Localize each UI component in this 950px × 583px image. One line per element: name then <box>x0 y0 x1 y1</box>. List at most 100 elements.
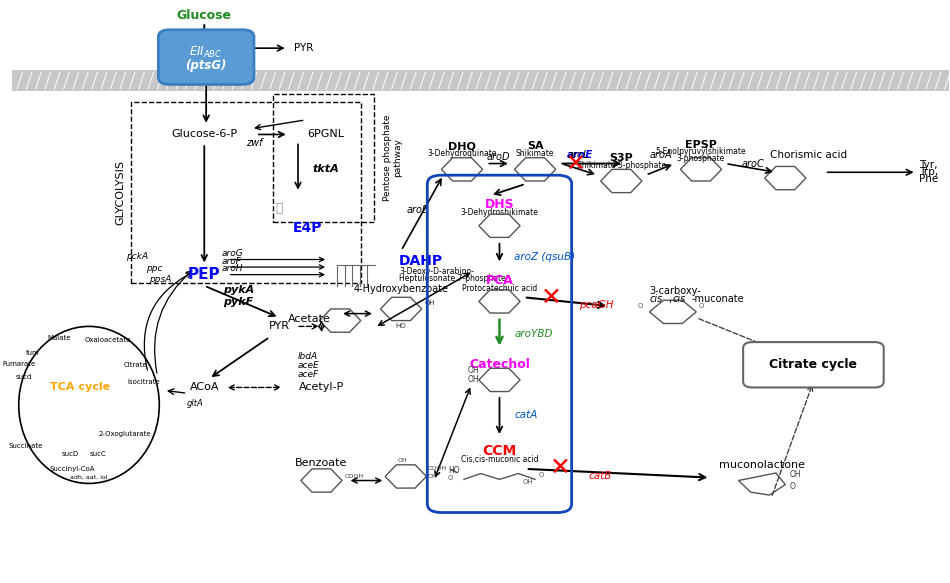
Text: 3-Deoxy-D-arabino-: 3-Deoxy-D-arabino- <box>399 267 474 276</box>
Text: DHS: DHS <box>484 198 514 212</box>
Text: cis: cis <box>673 294 686 304</box>
FancyBboxPatch shape <box>12 71 949 91</box>
Text: lbdA: lbdA <box>298 353 318 361</box>
Text: OH: OH <box>428 474 437 479</box>
Text: aroC: aroC <box>741 159 764 169</box>
Text: aroB: aroB <box>406 205 428 215</box>
Text: Succinyl-CoA: Succinyl-CoA <box>49 466 95 472</box>
Text: aroZ (qsuB): aroZ (qsuB) <box>515 252 576 262</box>
Text: -muconate: -muconate <box>692 294 744 304</box>
Text: O: O <box>448 475 453 480</box>
Text: Citrate cycle: Citrate cycle <box>770 359 858 371</box>
Text: Oxaloacetate: Oxaloacetate <box>85 337 131 343</box>
Text: O: O <box>637 303 643 309</box>
Text: Pentose phosphate
pathway: Pentose phosphate pathway <box>383 114 403 201</box>
Text: pckA: pckA <box>126 252 148 261</box>
Text: aroD: aroD <box>486 152 510 161</box>
Text: DAHP: DAHP <box>399 254 444 268</box>
Text: ACoA: ACoA <box>190 382 219 392</box>
Text: O: O <box>539 472 544 477</box>
Text: Succinate: Succinate <box>9 442 43 449</box>
Text: ✕: ✕ <box>550 456 571 480</box>
Ellipse shape <box>19 326 160 483</box>
Text: Citrate: Citrate <box>124 363 147 368</box>
Text: OH: OH <box>397 458 407 463</box>
Text: SA: SA <box>527 141 543 151</box>
Text: CCM: CCM <box>483 444 517 458</box>
Text: (ptsG): (ptsG) <box>185 59 227 72</box>
Text: OH: OH <box>425 300 435 306</box>
Text: Chorismic acid: Chorismic acid <box>770 150 847 160</box>
Text: pcaGH: pcaGH <box>580 300 614 310</box>
Text: OH: OH <box>522 479 533 484</box>
Text: Trp,: Trp, <box>920 167 939 177</box>
Text: gltA: gltA <box>186 399 203 408</box>
Text: OH: OH <box>467 366 479 374</box>
Text: O: O <box>698 303 704 309</box>
Text: Fumarate: Fumarate <box>2 361 35 367</box>
Text: aroE: aroE <box>567 150 593 160</box>
Text: Acetyl-P: Acetyl-P <box>299 382 344 392</box>
Text: 6PGNL: 6PGNL <box>308 129 344 139</box>
Text: Protocatechuic acid: Protocatechuic acid <box>462 284 537 293</box>
Text: zwf: zwf <box>246 138 262 147</box>
Text: Shikimate: Shikimate <box>516 149 555 158</box>
Text: adh, aat, iol: adh, aat, iol <box>70 475 107 480</box>
Text: TCA cycle: TCA cycle <box>49 382 109 392</box>
Text: E4P: E4P <box>293 220 322 234</box>
Text: Glucose-6-P: Glucose-6-P <box>171 129 238 139</box>
Text: Heptulosonate 7-phosphate: Heptulosonate 7-phosphate <box>399 274 506 283</box>
Text: HO: HO <box>396 324 407 329</box>
Text: PCA: PCA <box>485 274 513 287</box>
FancyBboxPatch shape <box>743 342 884 388</box>
Text: PEP: PEP <box>188 266 220 282</box>
Text: Acetate: Acetate <box>288 314 332 324</box>
Text: fum: fum <box>26 350 40 356</box>
Text: 3-phosphate: 3-phosphate <box>676 154 725 163</box>
Text: 3-Dehydroquinate: 3-Dehydroquinate <box>428 149 497 158</box>
Text: ppc: ppc <box>145 264 162 273</box>
Text: OH: OH <box>790 470 802 479</box>
Text: cis: cis <box>650 294 663 304</box>
Text: GLYCOLYSIS: GLYCOLYSIS <box>115 160 125 225</box>
Text: DHQ: DHQ <box>448 141 476 151</box>
Text: Benzoate: Benzoate <box>295 458 348 468</box>
Text: 3-Dehydroshikimate: 3-Dehydroshikimate <box>461 209 539 217</box>
Text: PYR: PYR <box>294 43 314 53</box>
Text: pykA: pykA <box>223 285 255 296</box>
Text: ✕: ✕ <box>564 153 584 177</box>
Text: Catechol: Catechol <box>469 359 530 371</box>
Text: aroA: aroA <box>650 150 673 160</box>
Text: Malate: Malate <box>48 335 70 341</box>
Text: 4-Hydroxybenzoate: 4-Hydroxybenzoate <box>353 283 448 294</box>
Text: EPSP: EPSP <box>685 140 717 150</box>
Text: Tyr,: Tyr, <box>920 160 938 170</box>
Text: ppsA: ppsA <box>149 275 172 285</box>
Text: sucC: sucC <box>90 451 106 457</box>
Text: HO: HO <box>448 466 460 475</box>
Text: Phe: Phe <box>920 174 939 184</box>
Text: 5-Enolpyruvylshikimate: 5-Enolpyruvylshikimate <box>656 147 747 156</box>
Text: $EII_{ABC}$: $EII_{ABC}$ <box>189 45 223 60</box>
Text: sucD: sucD <box>62 451 79 457</box>
Text: Isocitrate: Isocitrate <box>127 378 160 385</box>
Text: aroL: aroL <box>567 150 589 160</box>
Text: aceF: aceF <box>298 370 319 379</box>
Text: tktA: tktA <box>313 164 340 174</box>
Text: aroH: aroH <box>221 264 242 273</box>
Text: sucd: sucd <box>15 374 31 380</box>
Text: catB: catB <box>588 472 612 482</box>
Text: OH: OH <box>467 375 479 384</box>
FancyBboxPatch shape <box>159 30 254 85</box>
Text: aceE: aceE <box>298 361 320 370</box>
Text: O: O <box>790 482 796 491</box>
Text: ,: , <box>668 294 672 304</box>
Text: aroF: aroF <box>221 257 241 266</box>
Text: COOH: COOH <box>345 474 364 479</box>
Text: S3P: S3P <box>610 153 634 163</box>
Text: 3-carboxy-: 3-carboxy- <box>650 286 701 297</box>
Text: 2-Oxoglutarate: 2-Oxoglutarate <box>98 431 151 437</box>
Text: muconolactone: muconolactone <box>719 460 805 470</box>
Text: Cis,cis-muconic acid: Cis,cis-muconic acid <box>461 455 539 464</box>
Text: Glucose: Glucose <box>177 9 232 22</box>
